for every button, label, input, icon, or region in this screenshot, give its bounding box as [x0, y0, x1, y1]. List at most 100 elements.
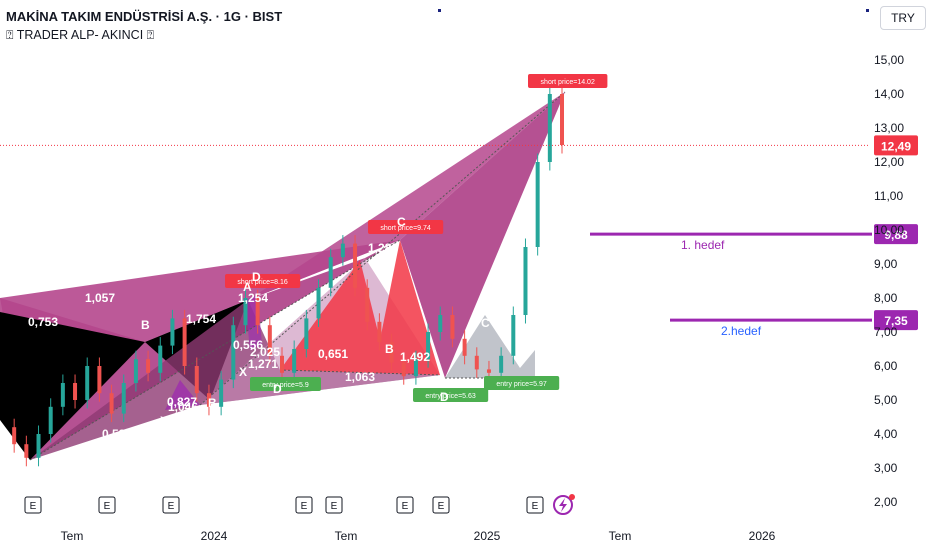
point-label: D	[440, 390, 449, 404]
candle-body	[450, 315, 455, 339]
top-marker	[438, 9, 441, 12]
event-marker-box	[325, 496, 343, 514]
pattern-grey	[445, 315, 535, 378]
x-tick-label: 2025	[474, 529, 501, 543]
ratio-label: 0,556	[233, 338, 263, 352]
candle-body	[340, 243, 345, 258]
y-tick-label: 5,00	[874, 393, 898, 407]
ratio-label: 1,492	[400, 350, 430, 364]
price-axis: 15,00 14,00 13,00 12,00 11,00 10,00 9,00 8,00 7,…	[874, 53, 904, 509]
ratio-label: 0,53	[102, 427, 126, 441]
candle-body	[462, 338, 467, 356]
price-tag-text: entry price=5.63	[425, 393, 475, 400]
ratio-label: 0,827	[167, 395, 197, 409]
ratio-label: 1,271	[248, 357, 278, 371]
target-price-badge	[874, 310, 918, 331]
target-lines: 1. hedef 9,88 2.hedef 7,35	[590, 224, 918, 338]
event-marker-box	[432, 496, 450, 514]
target-price-label: 7,35	[884, 314, 908, 328]
event-marker-letter: E	[331, 501, 338, 512]
ratio-label: 0,753	[28, 315, 58, 329]
candle-body	[170, 318, 175, 346]
y-tick-label: 12,00	[874, 155, 904, 169]
price-tag-box	[225, 274, 301, 288]
x-tick-label: 2026	[749, 529, 776, 543]
candle-body	[12, 427, 17, 445]
candle-body	[304, 318, 309, 349]
event-marker-letter: E	[532, 501, 539, 512]
ratio-label: 1,057	[85, 291, 115, 305]
ratio-label: 2,025	[250, 345, 280, 359]
y-tick-label: 2,00	[874, 495, 898, 509]
candle-body	[292, 349, 297, 373]
point-label: C	[397, 215, 406, 229]
candle-body	[560, 94, 564, 145]
event-marker-letter: E	[301, 501, 308, 512]
candle-body	[511, 315, 516, 356]
candle-body	[499, 355, 504, 373]
ratio-label: 1,286	[368, 241, 398, 255]
candle-body	[60, 383, 65, 407]
currency-button[interactable]: TRY	[880, 6, 926, 30]
candle-body	[36, 434, 41, 458]
y-tick-label: 14,00	[874, 87, 904, 101]
candle-body	[486, 369, 491, 373]
event-marker-letter: E	[30, 501, 37, 512]
candle-body	[280, 355, 284, 373]
event-marker-box	[526, 496, 544, 514]
ratio-label: 1,046	[168, 400, 198, 414]
event-marker-letter: E	[104, 501, 111, 512]
top-marker	[866, 9, 869, 12]
indicator-name[interactable]: ⍰ TRADER ALP- AKINCI ⍰	[6, 28, 155, 42]
candle-body	[426, 332, 431, 360]
candle-body	[535, 162, 540, 247]
point-label: X	[239, 365, 247, 379]
event-marker-letter: E	[438, 501, 445, 512]
candle-body	[231, 325, 236, 380]
time-axis: Tem 2024 Tem 2025 Tem 2026	[61, 529, 776, 543]
point-label: A	[243, 280, 252, 294]
candle-body	[24, 444, 29, 458]
point-label: B	[141, 318, 150, 332]
candle-body	[194, 366, 199, 394]
ratio-label: 1,254	[238, 291, 268, 305]
pattern-top-band	[0, 240, 400, 342]
candle-body	[219, 379, 224, 407]
y-tick-label: 9,00	[874, 257, 898, 271]
ratio-label: 0,651	[318, 347, 348, 361]
candle-body	[401, 362, 406, 377]
point-label: X	[160, 414, 168, 428]
x-tick-label: Tem	[609, 529, 632, 543]
point-label: B	[208, 396, 217, 410]
candle-body	[413, 359, 418, 377]
point-label: B	[385, 342, 394, 356]
event-marker-box	[162, 496, 180, 514]
y-tick-label: 6,00	[874, 359, 898, 373]
x-tick-label: 2024	[201, 529, 228, 543]
candle-body	[158, 345, 163, 373]
price-tag-text: entry price=5.97	[496, 381, 546, 388]
candle-body	[182, 318, 187, 366]
pattern-black-1	[0, 312, 145, 460]
y-tick-label: 11,00	[874, 189, 903, 203]
y-tick-label: 13,00	[874, 121, 904, 135]
event-marker-box	[396, 496, 414, 514]
x-tick-label: Tem	[61, 529, 84, 543]
candle-body	[255, 298, 260, 326]
event-marker-box	[295, 496, 313, 514]
candle-body	[73, 383, 78, 400]
pattern-red	[280, 240, 440, 375]
pattern-small-violet	[165, 380, 200, 410]
price-tag-box	[413, 388, 489, 402]
point-label: D	[252, 270, 261, 284]
target-price-label: 9,88	[884, 228, 908, 242]
lightning-glyph	[559, 498, 567, 512]
pattern-right-wing	[400, 92, 565, 378]
point-label: C	[481, 316, 490, 330]
x-tick-label: Tem	[335, 529, 358, 543]
y-tick-label: 4,00	[874, 427, 898, 441]
